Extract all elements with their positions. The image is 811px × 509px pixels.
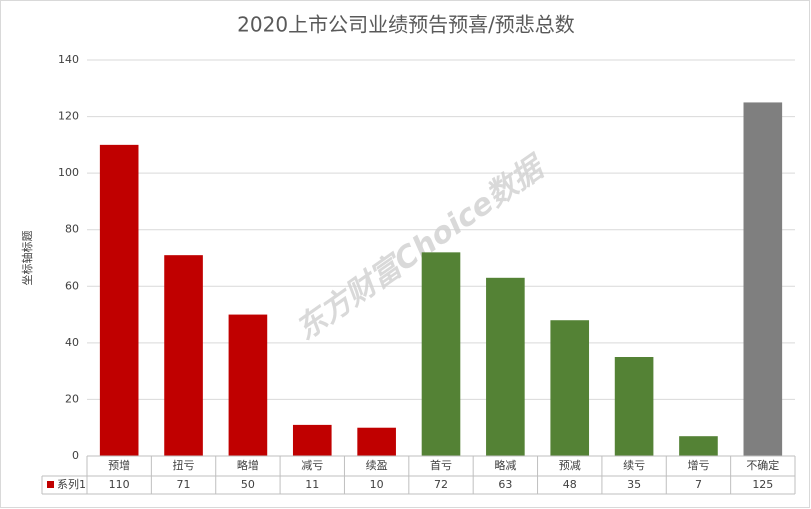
y-tick-label: 40 — [65, 336, 79, 349]
bar — [550, 320, 590, 456]
x-tick-label: 扭亏 — [173, 458, 195, 472]
y-tick-label: 60 — [65, 279, 79, 292]
data-table-value: 10 — [370, 478, 384, 491]
y-tick-label: 0 — [72, 449, 79, 462]
data-table-value: 71 — [177, 478, 191, 491]
x-tick-label: 增亏 — [687, 458, 709, 472]
bar — [292, 424, 332, 456]
bar — [679, 436, 718, 456]
y-tick-label: 140 — [58, 53, 79, 66]
x-tick-label: 首亏 — [430, 458, 452, 472]
y-tick-label: 80 — [65, 223, 79, 236]
data-table-value: 11 — [305, 478, 319, 491]
x-tick-label: 续盈 — [366, 458, 388, 472]
x-tick-label: 不确定 — [746, 458, 779, 472]
bar — [99, 144, 139, 456]
data-table-value: 125 — [752, 478, 773, 491]
data-table-value: 50 — [241, 478, 255, 491]
x-tick-label: 略增 — [237, 458, 259, 472]
x-tick-label: 预增 — [108, 458, 130, 472]
x-tick-label: 预减 — [559, 459, 581, 472]
data-table-value: 35 — [627, 478, 641, 491]
data-table-value: 7 — [695, 478, 702, 491]
bar — [614, 357, 654, 456]
bar — [357, 427, 396, 456]
x-tick-label: 减亏 — [301, 459, 323, 472]
y-tick-label: 120 — [58, 110, 79, 123]
data-table-value: 110 — [109, 478, 130, 491]
bar — [486, 277, 525, 456]
data-table-value: 48 — [563, 478, 577, 491]
legend-label: 系列1 — [57, 477, 86, 491]
bar — [421, 252, 461, 456]
data-table-value: 63 — [498, 478, 512, 491]
x-tick-label: 略减 — [494, 458, 516, 472]
bar — [743, 102, 783, 456]
chart-title: 2020上市公司业绩预告预喜/预悲总数 — [237, 13, 575, 37]
y-tick-label: 100 — [58, 166, 79, 179]
y-axis-title: 坐标轴标题 — [20, 231, 34, 286]
legend-key — [47, 481, 54, 488]
x-tick-label: 续亏 — [623, 458, 645, 472]
data-table-value: 72 — [434, 478, 448, 491]
bar — [228, 314, 268, 456]
y-tick-label: 20 — [65, 392, 79, 405]
bar — [164, 255, 203, 456]
